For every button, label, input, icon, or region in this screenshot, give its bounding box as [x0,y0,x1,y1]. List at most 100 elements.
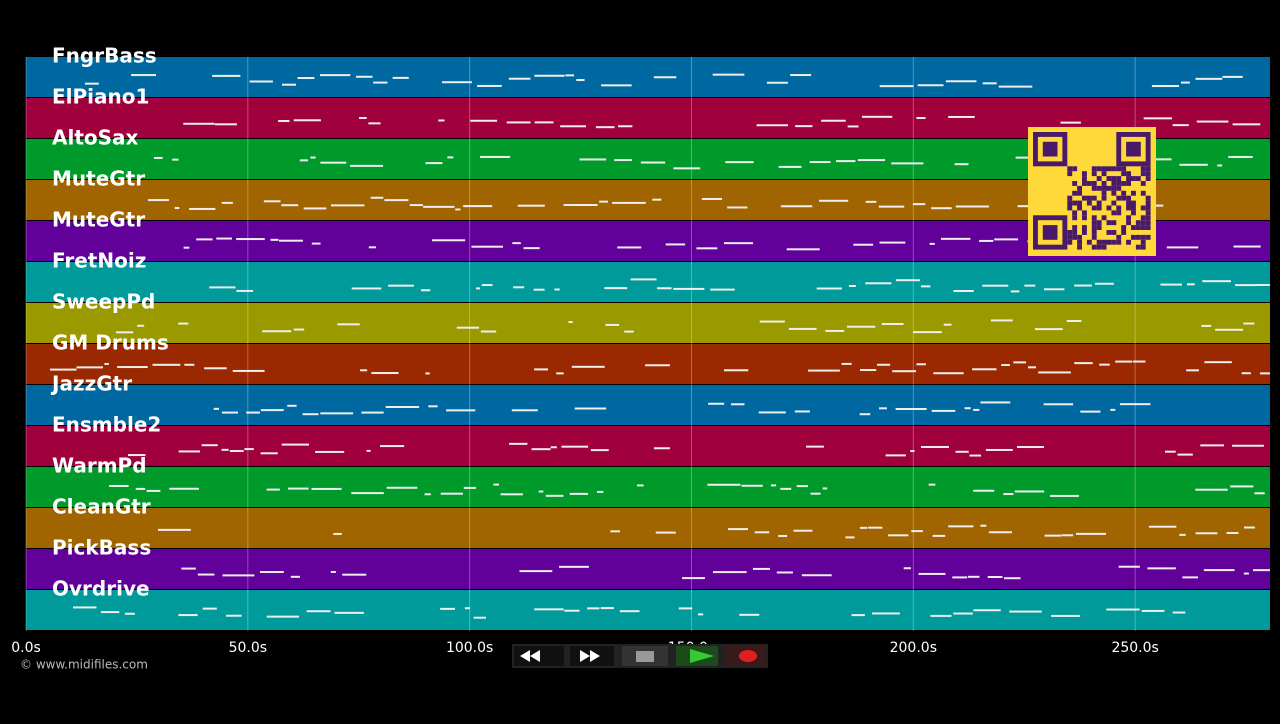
note [987,576,1003,579]
qr-cell [1131,200,1136,206]
note [872,612,900,615]
qr-cell [1101,215,1107,221]
note [712,73,745,76]
track-band [26,508,1270,548]
note [297,77,315,80]
note [1043,403,1074,406]
note [236,289,254,292]
note [221,201,233,204]
note [728,528,749,531]
note [816,287,842,290]
note [1080,410,1101,413]
qr-cell [1091,220,1097,226]
qr-cell [1091,205,1097,211]
note [1133,360,1146,363]
track-band [26,385,1270,425]
note [386,486,418,489]
note [624,330,634,333]
note [859,526,868,529]
qr-cell [1140,166,1146,172]
note [1106,608,1140,611]
note [1195,532,1218,535]
note [1233,245,1261,248]
qr-cell [1111,181,1117,186]
note [1203,569,1235,572]
qr-cell [1135,220,1141,226]
note [673,287,705,290]
note [1143,117,1173,120]
qr-cell [1096,205,1102,211]
note [980,401,1011,404]
note [226,614,242,617]
note [303,207,327,210]
note [560,125,587,128]
note [50,368,77,371]
note [846,325,876,328]
note [888,534,909,537]
note [471,245,503,248]
note [969,454,982,457]
qr-cell [1072,166,1078,172]
note [932,534,946,537]
note [281,83,297,86]
note [612,201,646,204]
note [990,319,1013,322]
qr-cell [1082,225,1087,230]
note [945,80,977,83]
note [169,487,199,490]
qr-cell [1116,166,1122,172]
transport-controls [512,644,768,668]
qr-cell [1111,166,1117,172]
qr-cell [1086,195,1092,201]
qr-cell [1101,190,1107,196]
note [178,322,189,325]
note [1243,322,1255,325]
note [701,197,723,200]
qr-cell [1096,239,1102,245]
qr-cell [1131,176,1136,181]
qr-cell [1135,225,1141,230]
qr-cell [1140,190,1146,196]
qr-cell [1067,234,1073,240]
note [428,405,438,408]
note [266,615,300,618]
note [998,85,1033,88]
note [878,205,905,208]
note [509,442,528,445]
note [571,365,605,368]
track-name: CleanGtr [52,495,151,519]
note [1060,121,1081,124]
qr-cell [1086,181,1092,186]
note [652,198,662,201]
note [1160,283,1182,286]
qr-cell [1140,220,1146,226]
note [1166,246,1199,249]
note [438,119,445,122]
qr-cell [1126,220,1131,226]
note [618,125,633,128]
note [1204,361,1232,364]
note [320,161,347,164]
note [610,530,620,533]
note [725,161,754,164]
note [604,287,628,290]
note [1179,163,1208,166]
note [137,324,145,327]
qr-cell [1126,181,1131,186]
note [845,536,855,539]
note [135,487,146,490]
note [446,409,476,412]
note [368,122,381,125]
note [174,207,180,210]
qr-cell [1082,171,1087,177]
qr-cell [1131,225,1136,230]
note [371,372,399,375]
note [183,122,215,125]
note [920,445,949,448]
note [511,409,538,412]
note [933,372,964,375]
note [534,368,549,371]
note [299,159,309,162]
note [1187,283,1195,286]
note [1177,453,1193,456]
